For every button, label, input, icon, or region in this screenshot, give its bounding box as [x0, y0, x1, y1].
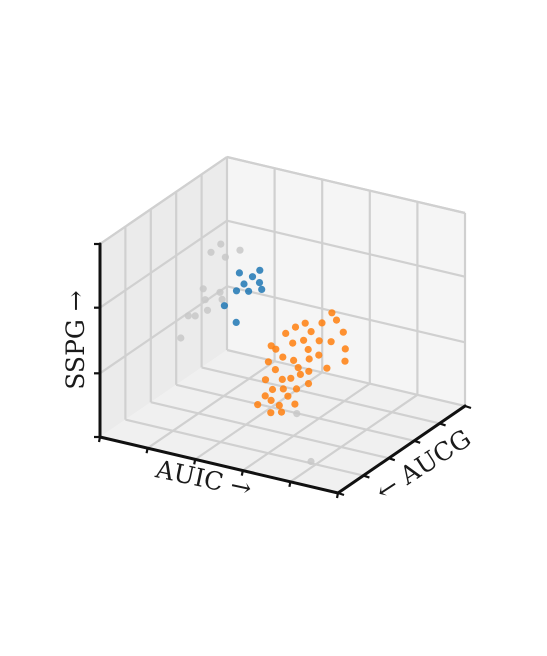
back-pane: [227, 157, 465, 406]
data-point-orange: [294, 364, 302, 372]
data-point-gray: [199, 285, 207, 293]
data-point-blue: [256, 266, 264, 274]
data-point-blue: [232, 318, 240, 326]
data-point-gray: [307, 457, 315, 466]
data-points: [177, 240, 349, 466]
data-point-orange: [279, 385, 287, 393]
grid-line: [289, 393, 419, 483]
data-point-orange: [292, 385, 301, 393]
data-point-orange: [300, 336, 308, 344]
data-point-orange: [304, 345, 312, 354]
data-point-gray: [216, 288, 224, 296]
data-point-orange: [291, 323, 300, 331]
pane-edge: [226, 155, 466, 215]
grid-line: [146, 360, 276, 450]
data-point-blue: [255, 279, 264, 287]
grid-line: [226, 219, 466, 278]
data-point-orange: [264, 358, 272, 366]
data-point-orange: [277, 408, 286, 416]
grid-line: [194, 371, 323, 461]
data-point-gray: [218, 295, 226, 303]
grid-line: [201, 366, 440, 425]
data-point-gray: [221, 253, 229, 261]
data-point-blue: [232, 287, 241, 295]
data-point-orange: [301, 319, 309, 327]
data-point-orange: [284, 392, 292, 400]
y-tick: [439, 422, 446, 427]
grid-line: [150, 401, 390, 460]
data-point-orange: [328, 309, 336, 317]
y-tick: [363, 474, 370, 479]
x-axis-line: [98, 435, 340, 495]
x-tick: [193, 459, 197, 465]
data-point-orange: [305, 355, 313, 363]
data-point-orange: [278, 375, 286, 383]
axis-lines: [94, 242, 472, 499]
grid-line: [99, 219, 228, 309]
data-point-orange: [279, 353, 287, 361]
data-point-blue: [258, 285, 266, 293]
y-tick: [388, 457, 396, 462]
data-point-orange: [271, 366, 279, 374]
data-point-gray: [203, 306, 212, 314]
grid-line: [226, 285, 466, 344]
x-tick: [288, 481, 292, 488]
data-point-blue: [245, 287, 253, 295]
data-point-orange: [318, 319, 326, 327]
data-point-orange: [323, 364, 331, 372]
data-point-gray: [201, 296, 209, 304]
data-point-orange: [272, 345, 280, 353]
data-point-orange: [332, 316, 341, 324]
data-point-blue: [240, 280, 248, 288]
y-axis-line: [336, 404, 467, 495]
data-point-orange: [261, 392, 269, 400]
x-tick: [335, 492, 340, 499]
data-point-orange: [267, 396, 275, 404]
data-point-orange: [287, 374, 295, 382]
data-point-gray: [217, 240, 225, 248]
data-point-blue: [235, 269, 243, 277]
data-point-orange: [305, 367, 313, 375]
left-pane: [100, 157, 227, 437]
data-point-orange: [341, 345, 349, 353]
data-point-orange: [267, 409, 275, 417]
data-point-orange: [268, 385, 277, 394]
pane-edge: [99, 156, 228, 245]
data-point-orange: [304, 380, 313, 388]
data-point-orange: [261, 376, 270, 384]
data-point-orange: [291, 400, 299, 408]
data-point-orange: [290, 356, 298, 364]
data-point-orange: [307, 328, 315, 336]
x-tick: [240, 470, 244, 476]
data-point-gray: [191, 312, 199, 320]
data-point-orange: [275, 401, 283, 409]
data-point-orange: [282, 329, 290, 337]
data-point-orange: [327, 338, 335, 346]
z-axis-label: SSPG →: [61, 290, 90, 390]
data-point-orange: [315, 351, 323, 359]
data-point-gray: [207, 248, 215, 256]
x-tick: [145, 447, 149, 454]
data-point-orange: [315, 337, 323, 345]
grid-line: [242, 382, 371, 472]
grid-line: [125, 418, 364, 477]
data-point-gray: [184, 312, 192, 320]
data-point-blue: [248, 273, 257, 281]
data-point-gray: [236, 246, 244, 254]
y-tick: [413, 439, 421, 444]
data-point-orange: [341, 357, 349, 365]
data-point-blue: [220, 302, 228, 310]
data-point-gray: [177, 334, 185, 342]
data-point-gray: [293, 410, 301, 418]
data-point-orange: [296, 370, 304, 378]
y-tick: [464, 404, 472, 410]
data-point-orange: [339, 328, 347, 336]
data-point-orange: [289, 339, 297, 347]
data-point-orange: [254, 401, 262, 409]
